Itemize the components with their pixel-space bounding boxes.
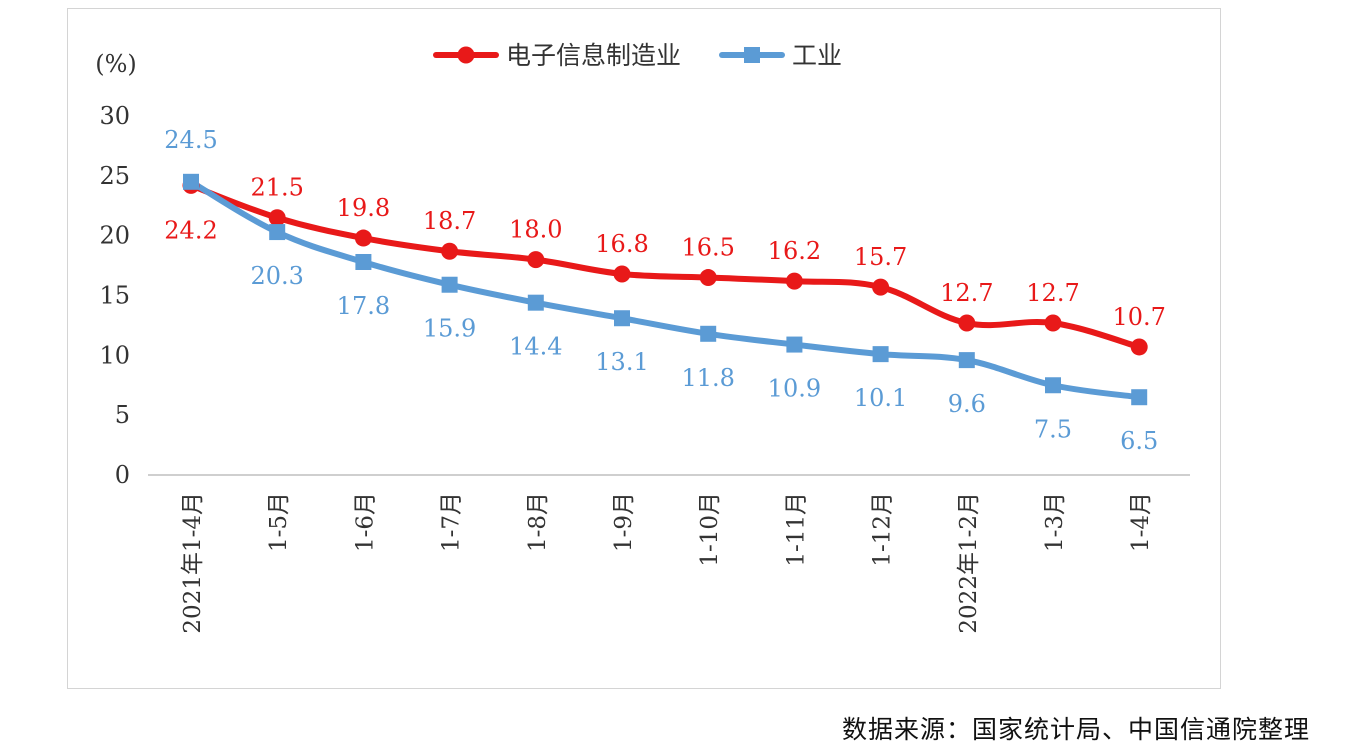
y-tick-label: 0 <box>115 461 130 489</box>
y-tick-label: 10 <box>99 341 130 369</box>
x-tick-label: 1-12月 <box>870 492 896 567</box>
industry-point <box>355 253 372 270</box>
industry-point <box>1131 389 1148 406</box>
x-tick-label: 1-4月 <box>1128 492 1154 552</box>
source-note: 数据来源：国家统计局、中国信通院整理 <box>841 715 1310 744</box>
industry-data-label: 11.8 <box>681 364 734 392</box>
industry-point <box>269 224 286 241</box>
legend-label-electronics: 电子信息制造业 <box>506 41 681 70</box>
electronics-data-label: 18.7 <box>423 207 476 235</box>
industry-data-label: 20.3 <box>250 262 303 290</box>
industry-data-label: 10.9 <box>768 375 821 403</box>
electronics-point <box>613 265 631 283</box>
electronics-point <box>872 278 890 296</box>
industry-data-label: 9.6 <box>948 390 986 418</box>
industry-point <box>872 346 889 363</box>
industry-point <box>183 173 199 190</box>
electronics-data-label: 18.0 <box>509 216 562 244</box>
series-line-electronics <box>188 182 1143 350</box>
electronics-data-label: 12.7 <box>940 279 993 307</box>
chart-frame <box>67 8 1221 689</box>
electronics-point <box>785 272 803 290</box>
industry-data-label: 14.4 <box>509 333 562 361</box>
electronics-data-label: 24.2 <box>164 216 217 244</box>
x-tick-label: 2022年1-2月 <box>956 492 982 634</box>
electronics-data-label: 19.8 <box>337 194 390 222</box>
x-tick-label: 1-11月 <box>783 492 809 567</box>
legend-label-industry: 工业 <box>792 41 842 70</box>
electronics-data-label: 12.7 <box>1026 279 1079 307</box>
y-tick-label: 15 <box>99 282 130 310</box>
x-tick-label: 1-10月 <box>697 492 723 567</box>
industry-point <box>786 336 803 353</box>
industry-data-label: 17.8 <box>337 292 390 320</box>
industry-data-label: 6.5 <box>1120 427 1158 455</box>
x-tick-label: 1-9月 <box>611 492 637 552</box>
industry-data-label: 7.5 <box>1034 415 1072 443</box>
electronics-data-label: 16.2 <box>768 237 821 265</box>
electronics-data-label: 16.5 <box>681 234 734 262</box>
series-line-industry <box>188 178 1143 401</box>
industry-data-label: 13.1 <box>595 348 648 376</box>
industry-data-label: 10.1 <box>854 384 907 412</box>
electronics-point <box>958 314 976 332</box>
electronics-data-label: 10.7 <box>1112 303 1165 331</box>
y-unit-label: (%) <box>95 50 137 78</box>
industry-point <box>614 310 630 327</box>
y-tick-label: 20 <box>99 222 130 250</box>
electronics-point <box>699 269 717 287</box>
legend-marker-industry <box>744 47 760 63</box>
x-tick-label: 1-8月 <box>525 492 551 552</box>
electronics-point <box>441 242 459 260</box>
y-tick-label: 30 <box>99 102 130 130</box>
industry-point <box>1045 377 1061 394</box>
industry-point <box>527 294 544 311</box>
x-tick-label: 1-3月 <box>1042 492 1068 552</box>
electronics-point <box>268 209 286 227</box>
electronics-data-label: 21.5 <box>250 174 303 202</box>
electronics-point <box>354 229 372 247</box>
x-tick-label: 2021年1-4月 <box>180 492 206 634</box>
industry-data-label: 24.5 <box>164 126 217 154</box>
electronics-point <box>527 251 545 269</box>
x-tick-label: 1-7月 <box>439 492 465 552</box>
x-tick-label: 1-5月 <box>266 492 292 552</box>
line-chart: (%) 0 5 10 15 20 25 30 2021年1-4月 1-5月 1-6月 1-7月 1-8月… <box>95 41 1190 634</box>
electronics-point <box>1130 338 1148 356</box>
legend-marker-electronics <box>457 46 475 64</box>
y-tick-label: 25 <box>99 162 130 190</box>
electronics-data-label: 15.7 <box>854 243 907 271</box>
industry-point <box>958 352 975 369</box>
industry-point <box>441 276 458 293</box>
electronics-data-label: 16.8 <box>595 230 648 258</box>
industry-point <box>700 325 717 342</box>
x-tick-label: 1-6月 <box>352 492 378 552</box>
electronics-point <box>1044 314 1062 332</box>
industry-data-label: 15.9 <box>423 315 476 343</box>
y-tick-label: 5 <box>115 401 130 429</box>
